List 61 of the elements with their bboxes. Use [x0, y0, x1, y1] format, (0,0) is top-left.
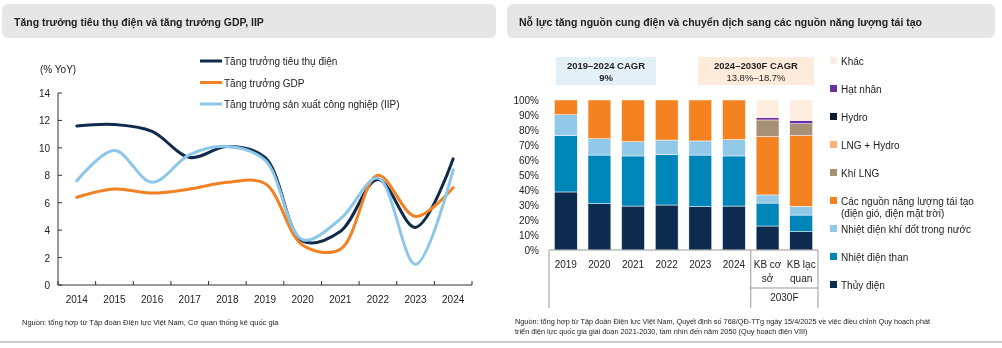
y-tick-label: 14 [38, 88, 51, 99]
y-tick-label: 100% [513, 95, 540, 106]
legend-label: Các nguồn năng lượng tái tạo (điện gió, điện mặt trời) [841, 196, 975, 219]
x-tick-label: 2019 [554, 259, 578, 270]
x-tick-label: 2017 [178, 294, 202, 305]
legend-label: Tăng trưởng sản xuất công nghiệp (IIP) [224, 99, 400, 110]
x-tick-label: 2018 [216, 294, 239, 305]
text: 2024–2030F CAGR [714, 60, 799, 71]
y-tick-label: 0 [44, 280, 51, 291]
x-tick-label: 2020 [291, 294, 315, 305]
x-tick-label: KB cơ sở [753, 259, 782, 284]
legend-label: Khác [841, 56, 864, 67]
y-tick-label: 20% [518, 215, 540, 226]
x-tick-label: 2021 [329, 294, 352, 305]
x-tick-label: 2023 [689, 259, 712, 270]
line-series [75, 144, 455, 266]
text: 13.8%–18.7% [726, 72, 787, 83]
text: 2030F [770, 292, 799, 303]
x-tick-label: 2023 [404, 294, 428, 305]
legend-label: Nhiệt điện khí đốt trong nước [841, 224, 971, 235]
legend-label: Khí LNG [841, 168, 880, 179]
x-tick-label: 2021 [621, 259, 645, 270]
legend-label: Tăng trưởng tiêu thụ điện [224, 56, 338, 67]
bar [755, 99, 780, 118]
y-tick-label: 10% [518, 230, 540, 241]
y-tick-label: 60% [518, 155, 540, 166]
y-tick-label: 12 [38, 115, 51, 127]
y-tick-label: 10 [38, 142, 51, 154]
y-tick-label: 4 [44, 225, 51, 237]
legend-label: Hydro [841, 112, 869, 123]
x-tick-label: 2016 [140, 294, 164, 305]
x-tick-label: KB lạc quan [786, 259, 816, 284]
y-tick-label: 6 [44, 197, 51, 209]
legend-label: Tăng trưởng GDP [224, 77, 305, 89]
y-tick-label: 90% [518, 110, 540, 121]
legend-label: Thủy điện [841, 280, 885, 291]
y-tick-label: 0% [524, 245, 540, 256]
x-tick-label: 2024 [722, 259, 746, 270]
legend-label: LNG + Hydro [841, 140, 901, 151]
y-tick-label: 2 [44, 252, 51, 264]
y-tick-label: 40% [518, 185, 540, 196]
chart-title: Tăng trưởng tiêu thụ điện và tăng trưởng GDP, IIP [14, 16, 264, 29]
y-tick-label: 8 [44, 170, 51, 182]
y-tick-label: 50% [518, 170, 540, 181]
y-tick-label: 80% [518, 125, 540, 136]
chart-title: Nỗ lực tăng nguồn cung điện và chuyển dịch sang các nguồn năng lượng tái tạo [519, 16, 923, 29]
x-tick-label: 2022 [655, 259, 679, 270]
x-tick-label: 2015 [103, 294, 127, 305]
text: 9% [599, 72, 614, 83]
bar [789, 99, 813, 121]
y-axis-title: (% YoY) [40, 64, 77, 75]
x-tick-label: 2020 [588, 259, 611, 270]
y-tick-label: 70% [518, 140, 540, 151]
x-tick-label: 2014 [65, 294, 89, 305]
legend-label: Nhiệt điện than [841, 252, 909, 263]
x-tick-label: 2022 [366, 294, 390, 305]
x-tick-label: 2024 [442, 294, 465, 305]
y-tick-label: 30% [518, 200, 540, 211]
legend-label: Hạt nhân [841, 84, 882, 95]
x-tick-label: 2019 [253, 294, 277, 305]
text: 2019–2024 CAGR [566, 60, 646, 71]
